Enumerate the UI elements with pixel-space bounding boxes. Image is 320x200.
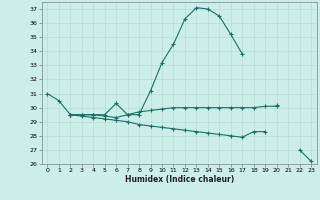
X-axis label: Humidex (Indice chaleur): Humidex (Indice chaleur) [124, 175, 234, 184]
